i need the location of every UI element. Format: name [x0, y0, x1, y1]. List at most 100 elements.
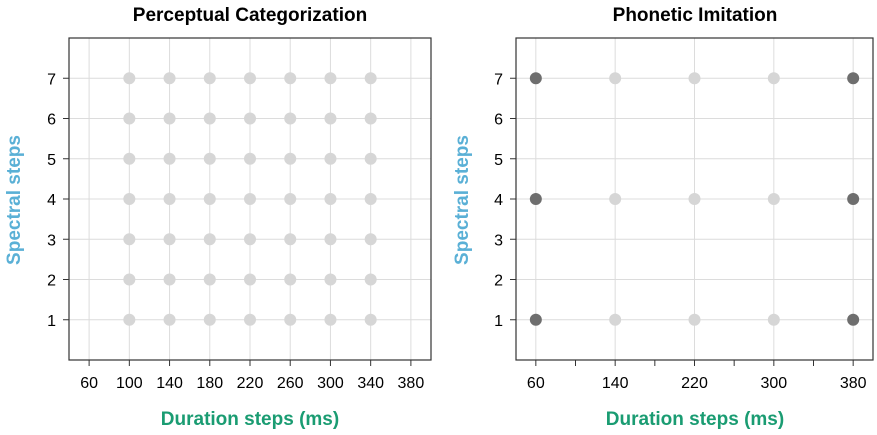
x-tick-label: 180	[196, 375, 223, 392]
data-point	[767, 193, 780, 205]
data-point	[284, 72, 297, 85]
data-point	[364, 313, 377, 326]
data-point	[284, 233, 297, 246]
data-point	[767, 313, 780, 326]
data-point	[324, 193, 337, 205]
data-series	[529, 72, 860, 326]
y-tick-label: 3	[47, 232, 56, 249]
data-point	[203, 233, 216, 246]
x-tick-label: 260	[277, 375, 304, 392]
data-point	[244, 112, 256, 125]
chart-title: Phonetic Imitation	[613, 5, 778, 26]
data-point	[688, 193, 701, 205]
y-tick-label: 1	[494, 313, 503, 330]
data-point	[163, 72, 176, 85]
y-tick-label: 7	[494, 71, 503, 88]
x-axis-label: Duration steps (ms)	[606, 409, 784, 430]
data-point	[163, 233, 176, 246]
x-tick-label: 340	[357, 375, 384, 392]
data-point	[609, 72, 622, 85]
y-tick-label: 3	[494, 232, 503, 249]
data-point	[163, 273, 176, 286]
data-point	[529, 193, 542, 205]
data-point	[284, 313, 297, 326]
data-point	[244, 273, 256, 286]
x-tick-label: 220	[681, 375, 708, 392]
data-point	[364, 72, 377, 85]
data-point	[244, 233, 256, 246]
x-axis: 60 140 220 300 380	[527, 360, 867, 392]
y-axis: 1 2 3 4 5 6 7	[47, 71, 69, 330]
data-point	[203, 273, 216, 286]
data-point	[203, 112, 216, 125]
data-point	[609, 313, 622, 326]
y-axis: 1 2 3 4 5 6 7	[494, 71, 516, 330]
data-point	[203, 152, 216, 165]
data-point	[364, 152, 377, 165]
x-tick-label: 100	[116, 375, 143, 392]
y-tick-label: 4	[47, 192, 56, 209]
data-point	[364, 233, 377, 246]
data-point	[203, 313, 216, 326]
data-point	[688, 72, 701, 85]
data-point	[244, 72, 256, 85]
x-tick-label: 60	[80, 375, 98, 392]
data-point	[123, 112, 136, 125]
data-point	[123, 233, 136, 246]
x-tick-label: 140	[602, 375, 629, 392]
data-point	[244, 152, 256, 165]
x-tick-label: 60	[527, 375, 545, 392]
data-point	[324, 152, 337, 165]
data-point	[123, 72, 136, 85]
data-point	[163, 152, 176, 165]
y-tick-label: 4	[494, 192, 503, 209]
y-tick-label: 2	[494, 273, 503, 290]
data-point	[284, 112, 297, 125]
y-tick-label: 5	[494, 152, 503, 169]
data-point	[163, 313, 176, 326]
data-point	[364, 273, 377, 286]
y-tick-label: 2	[47, 273, 56, 290]
x-tick-label: 140	[156, 375, 183, 392]
x-tick-label: 220	[237, 375, 264, 392]
y-tick-label: 6	[494, 112, 503, 129]
data-series	[123, 72, 377, 326]
data-point	[324, 233, 337, 246]
panel-phonetic-imitation: 60 140 220 300 380 1 2 3 4 5 6 7 Phonetic Imitation S…	[452, 5, 874, 430]
data-point	[244, 193, 256, 205]
y-tick-label: 7	[47, 71, 56, 88]
data-point	[284, 193, 297, 205]
chart-title: Perceptual Categorization	[133, 5, 367, 26]
data-point	[364, 193, 377, 205]
y-tick-label: 5	[47, 152, 56, 169]
data-point	[244, 313, 256, 326]
data-point	[847, 72, 860, 85]
data-point	[847, 193, 860, 205]
data-point	[163, 112, 176, 125]
x-axis-label: Duration steps (ms)	[161, 409, 339, 430]
data-point	[123, 152, 136, 165]
x-tick-label: 380	[398, 375, 425, 392]
data-point	[324, 112, 337, 125]
data-point	[284, 273, 297, 286]
data-point	[324, 313, 337, 326]
panel-perceptual-categorization: 60 100 140 180 220 260 300 340 380 1 2 3 4 5 6 7 Percept…	[4, 5, 432, 430]
data-point	[284, 152, 297, 165]
data-point	[203, 72, 216, 85]
x-tick-label: 300	[317, 375, 344, 392]
y-axis-label: Spectral steps	[4, 135, 25, 265]
data-point	[123, 193, 136, 205]
data-point	[203, 193, 216, 205]
data-point	[529, 72, 542, 85]
x-tick-label: 380	[840, 375, 867, 392]
data-point	[767, 72, 780, 85]
data-series	[609, 72, 780, 326]
data-point	[123, 313, 136, 326]
y-tick-label: 6	[47, 112, 56, 129]
data-point	[529, 313, 542, 326]
data-point	[163, 193, 176, 205]
x-axis: 60 100 140 180 220 260 300 340 380	[80, 360, 424, 392]
data-point	[609, 193, 622, 205]
data-point	[364, 112, 377, 125]
